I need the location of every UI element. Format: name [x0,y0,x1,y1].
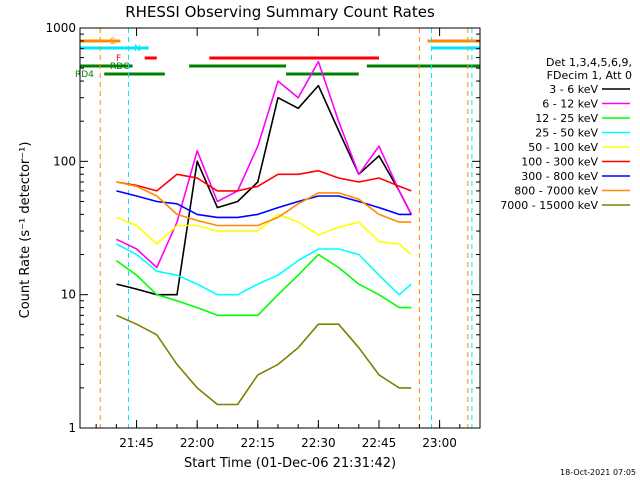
flag-label-f: F [116,54,121,64]
legend-header-line-1: Det 1,3,4,5,6,9, [546,56,632,69]
series-line-4 [116,243,412,296]
series-line-2 [116,60,413,269]
flag-label-rd4: RD4 [75,70,94,80]
series-line-7 [116,190,412,219]
legend-header-line-2: FDecim 1, Att 0 [547,69,632,82]
x-axis-label: Start Time (01-Dec-06 21:31:42) [184,456,396,471]
series-line-9 [116,314,412,406]
x-tick-label: 22:30 [301,436,336,450]
series-line-5 [116,213,412,256]
series-line-6 [116,169,412,192]
series-line-3 [115,253,412,317]
x-axis-ticks: 21:45 22:00 22:15 22:30 22:45 23:00 [95,28,481,450]
y-tick-label: 10 [61,288,76,302]
legend-label: 25 - 50 keV [535,127,598,140]
time-markers [99,28,473,428]
legend-label: 300 - 800 keV [521,170,598,183]
y-axis-label: Count Rate (s⁻¹ detector⁻¹) [18,142,33,319]
chart-title: RHESSI Observing Summary Count Rates [125,3,435,21]
flag-label-rdo: RDO [110,62,130,72]
series-line-8 [116,181,412,227]
x-tick-label: 22:15 [240,436,275,450]
y-tick-label: 100 [53,154,76,168]
legend-label: 50 - 100 keV [528,141,598,154]
plot-frame [79,27,481,429]
legend-label: 100 - 300 keV [521,156,598,169]
legend-label: 3 - 6 keV [549,83,598,96]
series-line-1 [116,84,413,296]
legend-label: 6 - 12 keV [542,98,598,111]
x-tick-label: 22:45 [362,436,397,450]
y-tick-label: 1 [68,421,76,435]
flag-label-n: N [134,44,141,54]
x-tick-label: 22:00 [180,436,215,450]
footer-timestamp: 18-Oct-2021 07:05 [560,468,636,477]
x-tick-label: 23:00 [422,436,457,450]
legend-label: 12 - 25 keV [535,112,598,125]
series-lines [115,60,413,406]
legend: Det 1,3,4,5,6,9, FDecim 1, Att 0 3 - 6 k… [500,56,632,212]
legend-label: 7000 - 15000 keV [500,199,598,212]
legend-label: 800 - 7000 keV [514,185,598,198]
x-tick-label: 21:45 [119,436,154,450]
y-tick-label: 1000 [45,21,76,35]
y-axis-ticks: 1 10 100 1000 [45,21,480,435]
flag-label-s: S [110,37,116,47]
